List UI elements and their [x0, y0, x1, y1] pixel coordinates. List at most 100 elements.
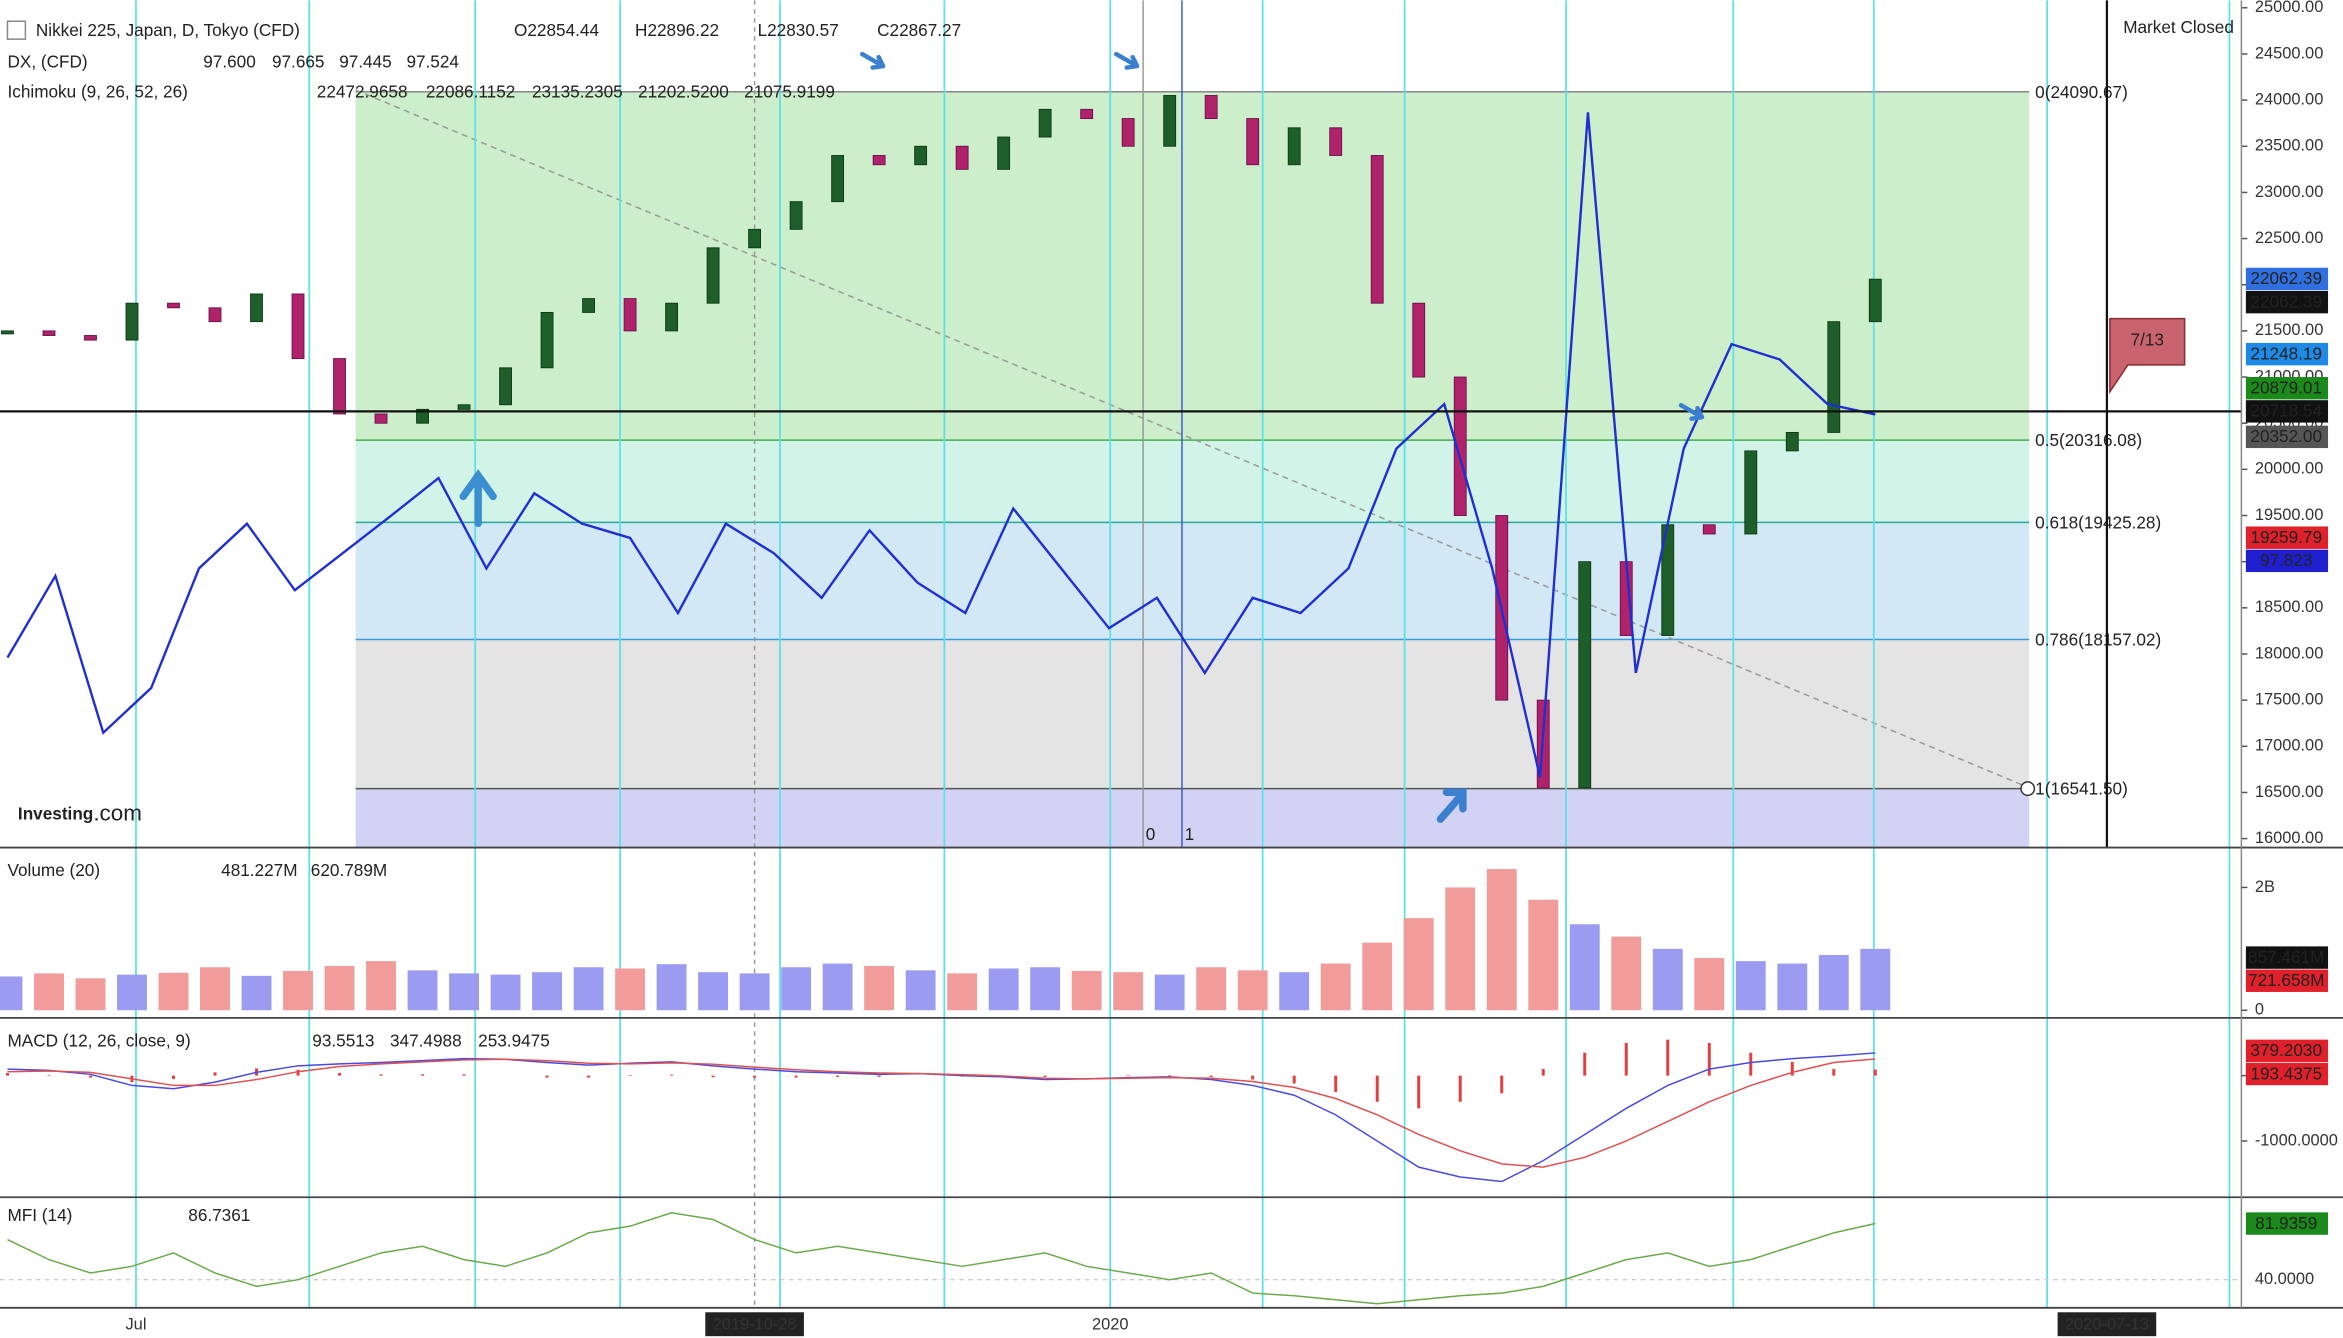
candle — [1868, 278, 1882, 323]
volume-bar — [0, 976, 23, 1011]
mfi-line — [7, 1212, 1876, 1305]
price-label: 22062.39 — [2250, 268, 2322, 288]
symbol-title: Nikkei 225, Japan, D, Tokyo (CFD) — [36, 20, 300, 40]
price-label-box — [2245, 946, 2329, 969]
indicator-value: 481.227M — [221, 860, 297, 880]
candle — [416, 408, 429, 424]
y-tick-label: 22500.00 — [2255, 229, 2324, 247]
macd-histogram — [1417, 1075, 1421, 1109]
candle — [1412, 302, 1426, 378]
price-label: 379.2030 — [2250, 1040, 2322, 1060]
candle — [208, 307, 222, 323]
ohlc-value: O22854.44 — [514, 20, 599, 40]
price-label: 81.9359 — [2255, 1213, 2317, 1233]
macd-histogram — [1583, 1052, 1587, 1076]
ohlc-value: H22896.22 — [635, 20, 719, 40]
time-label-box — [705, 1312, 804, 1337]
macd-histogram — [711, 1075, 715, 1078]
candle — [997, 136, 1011, 170]
candle — [623, 298, 637, 332]
volume-bar — [75, 978, 106, 1011]
fib-zone — [355, 440, 2030, 523]
macd-histogram — [338, 1073, 342, 1076]
y-tick-label: 21500.00 — [2255, 321, 2324, 339]
volume-bar — [905, 970, 936, 1011]
macd-histogram — [1790, 1061, 1794, 1076]
volume-bar — [490, 974, 521, 1011]
fib-label: 0.5(20316.08) — [2035, 430, 2142, 450]
macd-histogram — [1043, 1075, 1047, 1077]
volume-bar — [407, 970, 438, 1011]
arrow-up — [459, 469, 497, 528]
candle — [125, 302, 139, 341]
price-label-box — [2245, 549, 2329, 573]
y-tick-label: 17500.00 — [2255, 690, 2324, 708]
candle — [499, 367, 512, 406]
price-label: 20718.54 — [2250, 401, 2322, 421]
candle — [1744, 450, 1758, 535]
price-label-box — [2245, 400, 2329, 423]
candle — [914, 145, 928, 166]
volume-bar — [1113, 972, 1144, 1011]
price-label-box — [2245, 342, 2329, 366]
background-layer — [135, 0, 2231, 1308]
macd-histogram — [1624, 1042, 1628, 1076]
price-label: 20879.01 — [2250, 377, 2322, 397]
volume-bar — [1777, 963, 1808, 1011]
indicator-value: 22472.9658 — [317, 81, 408, 101]
volume-bar — [1818, 954, 1849, 1011]
logo: Investing.com — [18, 801, 142, 826]
indicator-value: 93.5513 — [312, 1030, 374, 1050]
macd-histogram — [296, 1069, 300, 1076]
volume-bar — [615, 968, 646, 1011]
price-label: 22062.39 — [2250, 291, 2322, 311]
y-tick-label: 17000.00 — [2255, 737, 2324, 755]
y-tick-label: 25000.00 — [2255, 0, 2324, 16]
macd-histogram — [1749, 1052, 1753, 1076]
logo-suffix: .com — [93, 801, 142, 826]
ohlc-value: L22830.57 — [758, 20, 839, 40]
fib-label: 1(16541.50) — [2035, 779, 2128, 799]
candle — [1121, 118, 1135, 147]
macd-histogram — [587, 1075, 591, 1078]
x-tick-label: 2020-07-13 — [2065, 1315, 2149, 1333]
price-label-box — [2245, 290, 2329, 314]
logo-main: Investing — [18, 803, 93, 823]
fib-zone — [355, 91, 2030, 441]
volume-bar — [781, 967, 812, 1011]
indicator-name: Ichimoku (9, 26, 52, 26) — [7, 81, 187, 101]
candle — [582, 298, 595, 313]
volume-bar — [366, 961, 396, 1011]
indicator-name: DX, (CFD) — [7, 52, 87, 72]
price-label-box — [2245, 425, 2329, 449]
macd-histogram — [1375, 1075, 1379, 1102]
volume-bar — [656, 964, 687, 1011]
macd-histogram — [1458, 1075, 1462, 1102]
volume-bar — [1569, 924, 1600, 1011]
candle — [1038, 108, 1052, 138]
fib-label: 0.786(18157.02) — [2035, 630, 2161, 650]
volume-bar — [698, 972, 729, 1011]
fib-zone — [355, 788, 2030, 848]
indicator-value: 97.600 — [203, 52, 256, 72]
volume-bar — [1652, 948, 1683, 1011]
price-label: 193.4375 — [2250, 1063, 2322, 1083]
candle — [540, 311, 554, 369]
arrow-icon — [1113, 51, 1140, 70]
candle — [1080, 108, 1094, 120]
macd-histogram — [1334, 1075, 1338, 1092]
macd-histogram — [1873, 1069, 1877, 1076]
volume-bar — [1403, 918, 1434, 1011]
fib-handle — [2020, 781, 2036, 797]
indicator-value: 21202.5200 — [638, 81, 729, 101]
y-tick-label: 23000.00 — [2255, 183, 2324, 201]
volume-bar — [117, 974, 147, 1011]
macd-histogram — [1126, 1074, 1130, 1076]
macd-histogram — [47, 1074, 51, 1076]
time-label-box — [2057, 1312, 2157, 1337]
volume-bar — [1320, 963, 1351, 1011]
macd-histogram — [836, 1075, 840, 1077]
price-label: 19259.79 — [2250, 527, 2322, 547]
candle — [706, 247, 720, 304]
macd-histogram — [1666, 1039, 1670, 1076]
